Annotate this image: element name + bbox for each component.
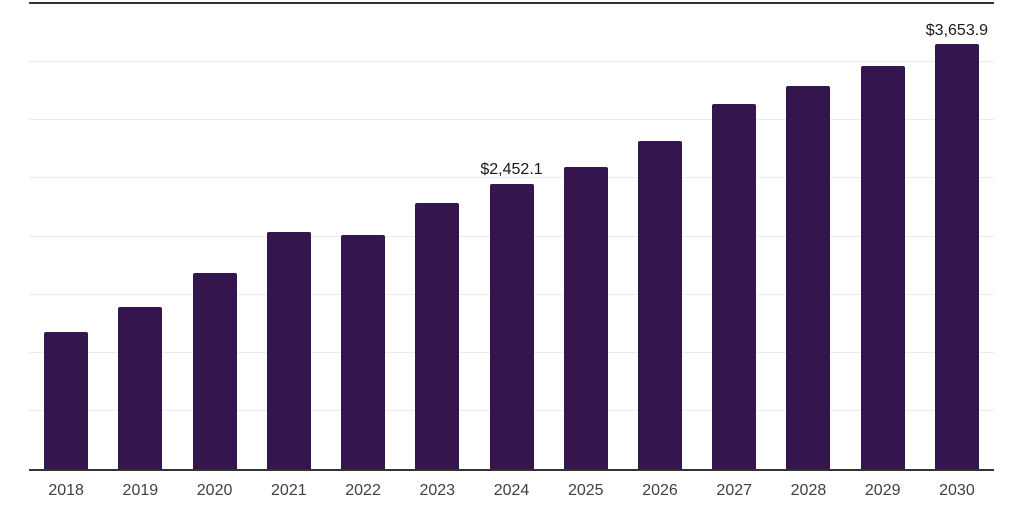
bar-2020 bbox=[192, 273, 237, 469]
bar-slot-2021 bbox=[252, 4, 326, 469]
bars-container: $2,452.1 $3,653.9 bbox=[29, 4, 994, 469]
bar-slot-2027 bbox=[697, 4, 771, 469]
bar-2019 bbox=[118, 306, 163, 469]
bar-slot-2022 bbox=[326, 4, 400, 469]
bar-2018 bbox=[44, 332, 89, 469]
bar-2028 bbox=[786, 85, 831, 469]
gridline-3000 bbox=[29, 119, 994, 121]
gridline-2500 bbox=[29, 177, 994, 179]
x-tick-2030: 2030 bbox=[939, 482, 975, 499]
bar-2030: $3,653.9 bbox=[926, 22, 988, 469]
x-tick-2025: 2025 bbox=[567, 482, 604, 499]
bar-2023 bbox=[415, 202, 460, 469]
gridline-3500 bbox=[29, 61, 994, 63]
x-tick-2019: 2019 bbox=[122, 482, 159, 499]
x-tick-2021: 2021 bbox=[271, 482, 307, 499]
bar-2022 bbox=[341, 234, 386, 469]
bar-slot-2030: $3,653.9 bbox=[920, 4, 994, 469]
plot-top-border bbox=[29, 2, 994, 4]
bar-2029 bbox=[860, 65, 905, 469]
bar-2027 bbox=[712, 103, 757, 469]
bar-2024: $2,452.1 bbox=[480, 161, 543, 469]
value-label-2030: $3,653.9 bbox=[925, 21, 989, 39]
plot-area: $2,452.1 $3,653.9 bbox=[29, 2, 994, 471]
bar-slot-2026 bbox=[623, 4, 697, 469]
x-tick-2023: 2023 bbox=[419, 482, 456, 499]
bar-2021 bbox=[266, 231, 311, 469]
x-tick-2020: 2020 bbox=[196, 482, 233, 499]
x-tick-2024: 2024 bbox=[493, 482, 530, 499]
bar-2025 bbox=[563, 167, 608, 469]
bar-slot-2019 bbox=[103, 4, 177, 469]
bar-slot-2025 bbox=[549, 4, 623, 469]
value-label-2024: $2,452.1 bbox=[480, 161, 543, 179]
x-tick-2018: 2018 bbox=[48, 482, 84, 499]
bar-slot-2029 bbox=[846, 4, 920, 469]
x-tick-2028: 2028 bbox=[790, 482, 827, 499]
bar-slot-2020 bbox=[177, 4, 251, 469]
x-axis-line bbox=[29, 469, 994, 471]
bar-slot-2023 bbox=[400, 4, 474, 469]
bar-2026 bbox=[637, 140, 682, 469]
x-tick-2027: 2027 bbox=[716, 482, 753, 499]
x-axis-labels: 2018 2019 2020 2021 2022 2023 2024 2025 2026 2027… bbox=[29, 481, 994, 500]
x-tick-2026: 2026 bbox=[642, 482, 678, 499]
bar-slot-2024: $2,452.1 bbox=[474, 4, 548, 469]
bar-slot-2018 bbox=[29, 4, 103, 469]
bar-slot-2028 bbox=[771, 4, 845, 469]
x-tick-2029: 2029 bbox=[864, 482, 901, 499]
x-tick-2022: 2022 bbox=[345, 482, 381, 499]
